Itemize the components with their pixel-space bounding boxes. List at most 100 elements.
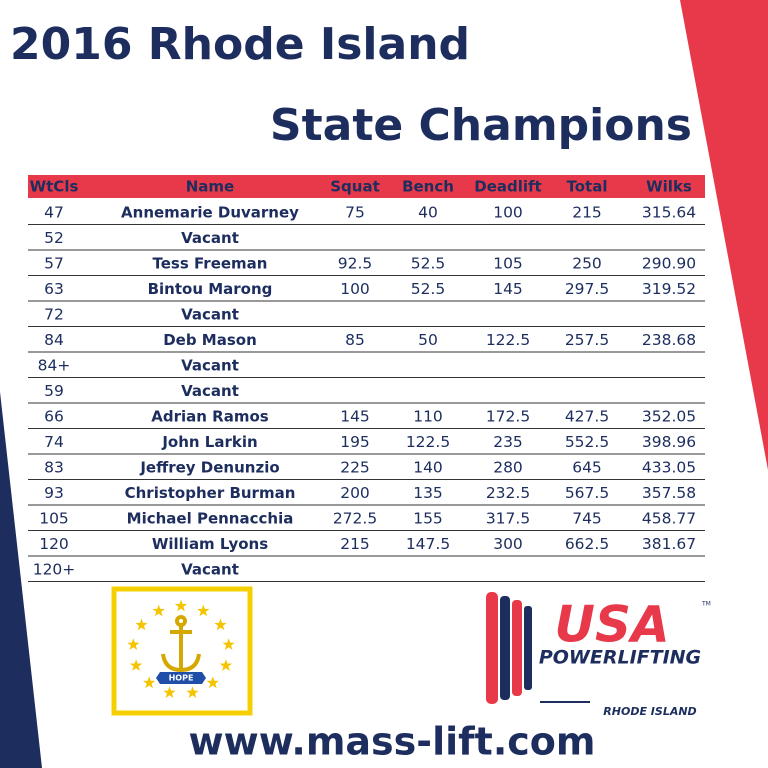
cell: 66 bbox=[44, 407, 64, 425]
cell: 645 bbox=[572, 458, 602, 476]
cell: 92.5 bbox=[338, 254, 373, 272]
cell: 40 bbox=[418, 203, 438, 221]
cell: 297.5 bbox=[565, 280, 609, 298]
cell: 83 bbox=[44, 458, 64, 476]
cell: 250 bbox=[572, 254, 602, 272]
cell: 84 bbox=[44, 331, 64, 349]
cell: 105 bbox=[39, 509, 69, 527]
flag-motto: HOPE bbox=[169, 674, 194, 683]
cell: 215 bbox=[572, 203, 602, 221]
column-header: Wilks bbox=[646, 178, 692, 196]
athlete-name: Vacant bbox=[181, 382, 239, 400]
cell: 235 bbox=[493, 433, 523, 451]
cell: 145 bbox=[340, 407, 370, 425]
athlete-name: Bintou Marong bbox=[148, 280, 273, 298]
athlete-name: Vacant bbox=[181, 560, 239, 578]
athlete-name: John Larkin bbox=[161, 433, 257, 451]
cell: 85 bbox=[345, 331, 365, 349]
flag: HOPE bbox=[111, 586, 253, 716]
cell: 745 bbox=[572, 509, 602, 527]
navy-wedge bbox=[0, 392, 42, 768]
cell: 110 bbox=[413, 407, 443, 425]
cell: 280 bbox=[493, 458, 523, 476]
cell: 381.67 bbox=[642, 535, 696, 553]
athlete-name: Vacant bbox=[181, 356, 239, 374]
star bbox=[127, 638, 140, 650]
cell: 120+ bbox=[33, 560, 76, 578]
cell: 200 bbox=[340, 484, 370, 502]
cell: 315.64 bbox=[642, 203, 696, 221]
title-line-1: 2016 Rhode Island bbox=[10, 19, 470, 70]
cell: 105 bbox=[493, 254, 523, 272]
cell: 290.90 bbox=[642, 254, 696, 272]
cell: 147.5 bbox=[406, 535, 450, 553]
logo-tm: TM bbox=[701, 601, 711, 608]
cell: 300 bbox=[493, 535, 523, 553]
cell: 232.5 bbox=[486, 484, 530, 502]
cell: 52.5 bbox=[411, 280, 446, 298]
cell: 172.5 bbox=[486, 407, 530, 425]
athlete-name: Annemarie Duvarney bbox=[121, 203, 299, 221]
star bbox=[214, 618, 227, 631]
plate bbox=[512, 600, 522, 696]
title-line-2: State Champions bbox=[270, 100, 692, 151]
athlete-name: Christopher Burman bbox=[125, 484, 296, 502]
cell: 398.96 bbox=[642, 433, 696, 451]
cell: 50 bbox=[418, 331, 438, 349]
star bbox=[197, 604, 210, 617]
cell: 257.5 bbox=[565, 331, 609, 349]
column-header: Name bbox=[186, 178, 234, 196]
athlete-name: Vacant bbox=[181, 305, 239, 323]
cell: 59 bbox=[44, 382, 64, 400]
star bbox=[174, 599, 188, 612]
cell: 122.5 bbox=[406, 433, 450, 451]
logo-usa: USA bbox=[554, 596, 669, 654]
cell: 552.5 bbox=[565, 433, 609, 451]
website: www.mass-lift.com bbox=[189, 720, 596, 764]
column-header: Bench bbox=[402, 178, 454, 196]
star bbox=[219, 659, 233, 671]
cell: 140 bbox=[413, 458, 443, 476]
cell: 47 bbox=[44, 203, 64, 221]
cell: 100 bbox=[340, 280, 370, 298]
athlete-name: William Lyons bbox=[152, 535, 268, 553]
cell: 74 bbox=[44, 433, 64, 451]
cell: 662.5 bbox=[565, 535, 609, 553]
cell: 100 bbox=[493, 203, 523, 221]
cell: 319.52 bbox=[642, 280, 696, 298]
column-header: Squat bbox=[330, 178, 380, 196]
motto-ribbon bbox=[156, 672, 206, 684]
cell: 427.5 bbox=[565, 407, 609, 425]
cell: 352.05 bbox=[642, 407, 696, 425]
flag-stars bbox=[127, 599, 235, 698]
cell: 225 bbox=[340, 458, 370, 476]
cell: 215 bbox=[340, 535, 370, 553]
star bbox=[206, 676, 219, 689]
athlete-name: Michael Pennacchia bbox=[127, 509, 294, 527]
cell: 52 bbox=[44, 229, 64, 247]
star bbox=[163, 686, 176, 698]
cell: 52.5 bbox=[411, 254, 446, 272]
cell: 272.5 bbox=[333, 509, 377, 527]
cell: 75 bbox=[345, 203, 365, 221]
star bbox=[222, 638, 235, 650]
cell: 93 bbox=[44, 484, 64, 502]
athlete-name: Deb Mason bbox=[163, 331, 257, 349]
column-header: Deadlift bbox=[474, 178, 541, 196]
cell: 238.68 bbox=[642, 331, 696, 349]
star bbox=[135, 618, 148, 631]
cell: 317.5 bbox=[486, 509, 530, 527]
column-header: WtCls bbox=[30, 178, 79, 196]
plate bbox=[524, 606, 532, 690]
cell: 57 bbox=[44, 254, 64, 272]
cell: 458.77 bbox=[642, 509, 696, 527]
cell: 135 bbox=[413, 484, 443, 502]
cell: 145 bbox=[493, 280, 523, 298]
cell: 120 bbox=[39, 535, 69, 553]
plate bbox=[486, 592, 498, 704]
cell: 357.58 bbox=[642, 484, 696, 502]
cell: 84+ bbox=[38, 356, 71, 374]
cell: 155 bbox=[413, 509, 443, 527]
plate bbox=[500, 596, 510, 700]
